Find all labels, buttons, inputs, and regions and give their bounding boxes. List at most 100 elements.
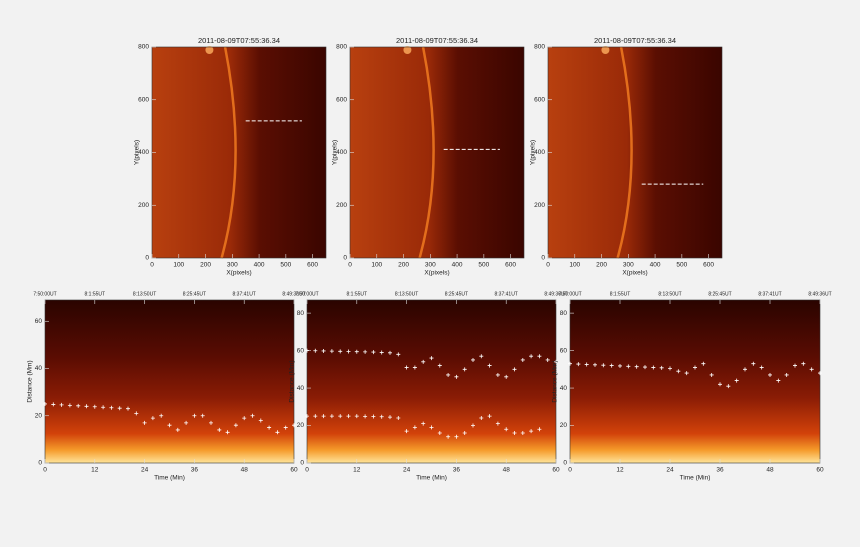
panel-title: 2011-08-09T07:55:36.34 [198,36,280,45]
x2-tick-label: 8:49:36UT [544,291,567,297]
track-point [520,431,525,436]
solar-limb [418,46,435,259]
solar-limb [616,46,633,259]
x-axis-label: Time (Min) [154,475,185,482]
plot-frame [569,299,821,464]
track-point [142,420,147,425]
plot-frame [44,299,295,464]
track-point [626,364,631,369]
y-tick-label: 200 [534,202,545,209]
y-tick-label: 0 [343,255,347,262]
track-point [768,372,772,377]
x-tick-label: 12 [91,467,99,474]
track-point [258,418,263,423]
track-point [396,352,401,357]
track-point [43,401,47,406]
track-point [126,406,130,411]
x-tick-label: 12 [616,467,624,474]
y-tick-label: 800 [534,44,545,51]
track-point [329,414,334,419]
track-point [751,361,756,366]
track-point [437,363,442,368]
y-axis-label: Distance (Mm) [27,360,34,402]
track-point [371,350,376,355]
y-tick-label: 0 [38,460,42,467]
track-point [471,357,475,362]
track-point [512,431,517,436]
track-point [495,421,500,426]
y-axis-label: Y(pixels) [332,140,339,165]
x2-tick-label: 8:25:45UT [183,291,206,297]
time-distance-image [570,300,820,463]
track-point [388,415,392,420]
x-tick-label: 36 [453,467,461,474]
y-tick-label: 0 [541,255,545,262]
track-point [184,420,189,425]
track-point [529,354,534,359]
track-point [759,365,764,370]
track-point [684,371,689,376]
track-point [734,378,739,383]
x-tick-label: 48 [503,467,511,474]
track-point [801,361,806,366]
track-point [267,425,272,430]
track-point [338,349,343,354]
track-point [250,413,255,418]
track-point [150,416,155,421]
track-point [412,365,417,370]
track-point [192,413,197,418]
y-tick-label: 800 [138,44,149,51]
y-tick-label: 600 [534,96,545,103]
track-point [537,354,542,359]
track-point [51,402,56,407]
y-tick-label: 400 [534,149,545,156]
y-tick-label: 40 [560,385,568,392]
x-tick-label: 0 [546,262,550,269]
track-point [305,414,309,419]
track-point [329,349,334,354]
track-point [363,414,368,419]
track-point [109,405,114,410]
x-tick-label: 300 [227,262,238,269]
x-tick-label: 100 [173,262,184,269]
y-tick-label: 20 [297,422,305,429]
x-tick-label: 400 [650,262,661,269]
track-point [601,363,606,368]
track-point [529,429,534,434]
track-point [446,372,451,377]
x-tick-label: 200 [596,262,607,269]
bright-spot [403,46,412,54]
track-point [346,414,351,419]
x-axis-label: Time (Min) [680,475,711,482]
track-point [479,354,484,359]
y-axis-label: Distance (Mm) [289,360,296,402]
track-point [396,416,401,421]
track-point [809,367,814,372]
track-point [454,434,459,439]
track-point [101,405,106,410]
time-distance-image [307,300,556,463]
y-tick-label: 800 [336,44,347,51]
x2-tick-label: 8:49:36UT [808,291,831,297]
track-point [321,414,326,419]
x2-tick-label: 7:50:00UT [33,291,56,297]
track-point [818,371,822,376]
track-point [568,361,572,366]
track-point [275,430,280,435]
track-point [784,372,789,377]
x2-tick-label: 8:37:41UT [758,291,781,297]
track-point [634,364,639,369]
y-tick-label: 40 [297,385,305,392]
x-axis-label: Time (Min) [416,475,447,482]
track-point [321,348,326,353]
track-point [437,431,442,436]
track-point [479,416,484,421]
y-axis-label: Distance (Mm) [552,360,559,402]
track-point [793,363,797,368]
time-distance-image [45,300,294,463]
x2-tick-label: 8:1:55UT [347,291,368,297]
track-point [743,367,747,372]
track-point [313,348,318,353]
x2-tick-label: 8:1:55UT [610,291,631,297]
